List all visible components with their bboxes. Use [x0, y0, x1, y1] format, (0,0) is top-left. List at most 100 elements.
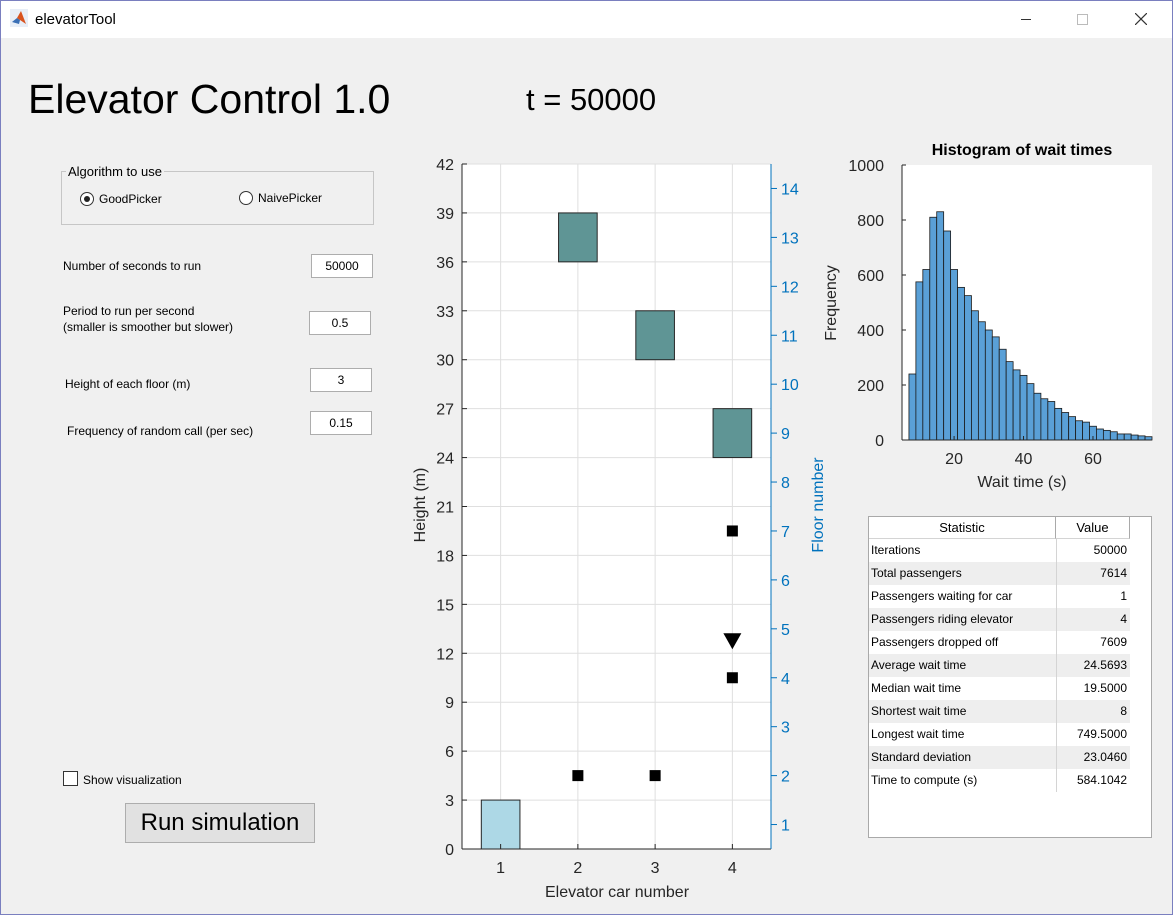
x-tick-label: 20	[945, 451, 963, 468]
table-row[interactable]: Time to compute (s) 584.1042	[869, 769, 1130, 792]
call-frequency-input[interactable]: 0.15	[310, 411, 372, 435]
histogram-bar	[915, 281, 924, 441]
histogram-bar	[991, 336, 1000, 441]
floor-height-label: Height of each floor (m)	[65, 377, 191, 391]
table-row[interactable]: Total passengers 7614	[869, 562, 1130, 585]
elevator-car	[712, 408, 753, 459]
x-tick-label: 3	[651, 860, 660, 877]
call-frequency-label: Frequency of random call (per sec)	[67, 424, 254, 438]
radio-goodpicker-label[interactable]: GoodPicker	[99, 192, 162, 206]
histogram-bar	[943, 230, 952, 441]
statistic-name: Iterations	[871, 543, 921, 557]
histogram-bar	[936, 211, 945, 441]
minimize-button[interactable]	[1003, 0, 1049, 38]
algorithm-legend: Algorithm to use	[66, 164, 164, 179]
statistic-name: Passengers riding elevator	[871, 612, 1014, 626]
x-tick-label: 60	[1084, 451, 1102, 468]
table-row[interactable]: Passengers dropped off 7609	[869, 631, 1130, 654]
y-tick-label: 24	[436, 451, 454, 468]
y-tick-label: 3	[445, 793, 454, 810]
radio-naivepicker[interactable]	[239, 191, 253, 205]
y-tick-label: 12	[436, 646, 454, 663]
y-tick-label: 0	[445, 842, 454, 859]
histogram-bar	[1026, 383, 1035, 441]
waiting-passenger-marker	[649, 770, 661, 782]
floor-height-input[interactable]: 3	[310, 368, 372, 392]
waiting-passenger-marker	[726, 672, 738, 684]
period-input[interactable]: 0.5	[309, 311, 371, 335]
table-row[interactable]: Longest wait time 749.5000	[869, 723, 1130, 746]
seconds-input[interactable]: 50000	[311, 254, 373, 278]
histogram-bar	[984, 329, 993, 441]
histogram-bar	[1102, 429, 1111, 441]
y2-tick-label: 11	[781, 328, 798, 345]
y-tick-label: 15	[436, 597, 454, 614]
statistics-table[interactable]: Statistic Value Iterations 50000 Total pas…	[868, 516, 1152, 838]
y2-tick-label: 9	[781, 426, 790, 443]
statistic-name: Passengers dropped off	[871, 635, 999, 649]
x-tick-label: 4	[728, 860, 737, 877]
show-visualization-label[interactable]: Show visualization	[83, 773, 182, 787]
app-title: Elevator Control 1.0	[28, 76, 391, 122]
table-row[interactable]: Average wait time 24.5693	[869, 654, 1130, 677]
period-label-line2: (smaller is smoother but slower)	[63, 320, 234, 334]
waiting-passenger-marker	[572, 770, 584, 782]
histogram-bar	[929, 216, 938, 441]
y2-tick-label: 1	[781, 818, 790, 835]
y2-tick-label: 3	[781, 720, 790, 737]
maximize-button[interactable]	[1059, 0, 1105, 38]
y-tick-label: 18	[436, 548, 454, 565]
table-row[interactable]: Passengers riding elevator 4	[869, 608, 1130, 631]
y-tick-label: 800	[857, 213, 884, 230]
histogram-bar	[1061, 412, 1070, 441]
elevator-chart-ylabel: Height (m)	[412, 468, 429, 543]
radio-naivepicker-label[interactable]: NaivePicker	[258, 191, 323, 205]
histogram-ylabel: Frequency	[823, 265, 840, 341]
statistic-value: 7609	[1056, 631, 1129, 654]
run-simulation-button[interactable]: Run simulation	[125, 803, 315, 843]
y-tick-label: 36	[436, 255, 454, 272]
elevator-car	[558, 212, 598, 263]
period-label-line1: Period to run per second	[63, 304, 195, 318]
statistic-value: 19.5000	[1056, 677, 1129, 700]
histogram-bar	[1019, 374, 1028, 441]
y2-tick-label: 10	[781, 377, 799, 394]
y-tick-label: 27	[436, 402, 454, 419]
show-visualization-checkbox[interactable]	[63, 771, 78, 786]
elevator-chart-grid	[462, 163, 771, 850]
y2-tick-label: 8	[781, 475, 790, 492]
statistic-value: 4	[1056, 608, 1129, 631]
algorithm-group	[61, 171, 374, 225]
histogram-bar	[1075, 420, 1083, 441]
table-row[interactable]: Standard deviation 23.0460	[869, 746, 1130, 769]
table-row[interactable]: Iterations 50000	[869, 539, 1130, 562]
histogram-bar	[922, 269, 931, 441]
histogram-bar	[1109, 431, 1118, 441]
x-tick-label: 2	[573, 860, 582, 877]
histogram-bar	[1054, 407, 1063, 441]
table-row[interactable]: Passengers waiting for car 1	[869, 585, 1130, 608]
histogram-bar	[1033, 392, 1042, 441]
table-row[interactable]: Median wait time 19.5000	[869, 677, 1130, 700]
y-tick-label: 30	[436, 353, 454, 370]
close-button[interactable]	[1118, 0, 1164, 38]
radio-goodpicker[interactable]	[80, 192, 94, 206]
y2-tick-label: 13	[781, 230, 799, 247]
y-tick-label: 9	[445, 695, 454, 712]
x-tick-label: 40	[1015, 451, 1033, 468]
y-tick-label: 0	[875, 433, 884, 450]
statistic-value: 749.5000	[1056, 723, 1129, 746]
table-row[interactable]: Shortest wait time 8	[869, 700, 1130, 723]
statistic-name: Median wait time	[871, 681, 962, 695]
statistic-value: 584.1042	[1056, 769, 1129, 792]
minimize-icon	[1021, 18, 1031, 20]
y-tick-label: 600	[857, 268, 884, 285]
statistic-value: 24.5693	[1056, 654, 1129, 677]
seconds-label: Number of seconds to run	[63, 259, 202, 273]
y-tick-label: 400	[857, 323, 884, 340]
statistics-header-value[interactable]: Value	[1056, 517, 1130, 539]
y2-tick-label: 2	[781, 769, 790, 786]
statistics-header-statistic[interactable]: Statistic	[869, 517, 1056, 539]
x-tick-label: 1	[496, 860, 505, 877]
statistic-value: 7614	[1056, 562, 1129, 585]
